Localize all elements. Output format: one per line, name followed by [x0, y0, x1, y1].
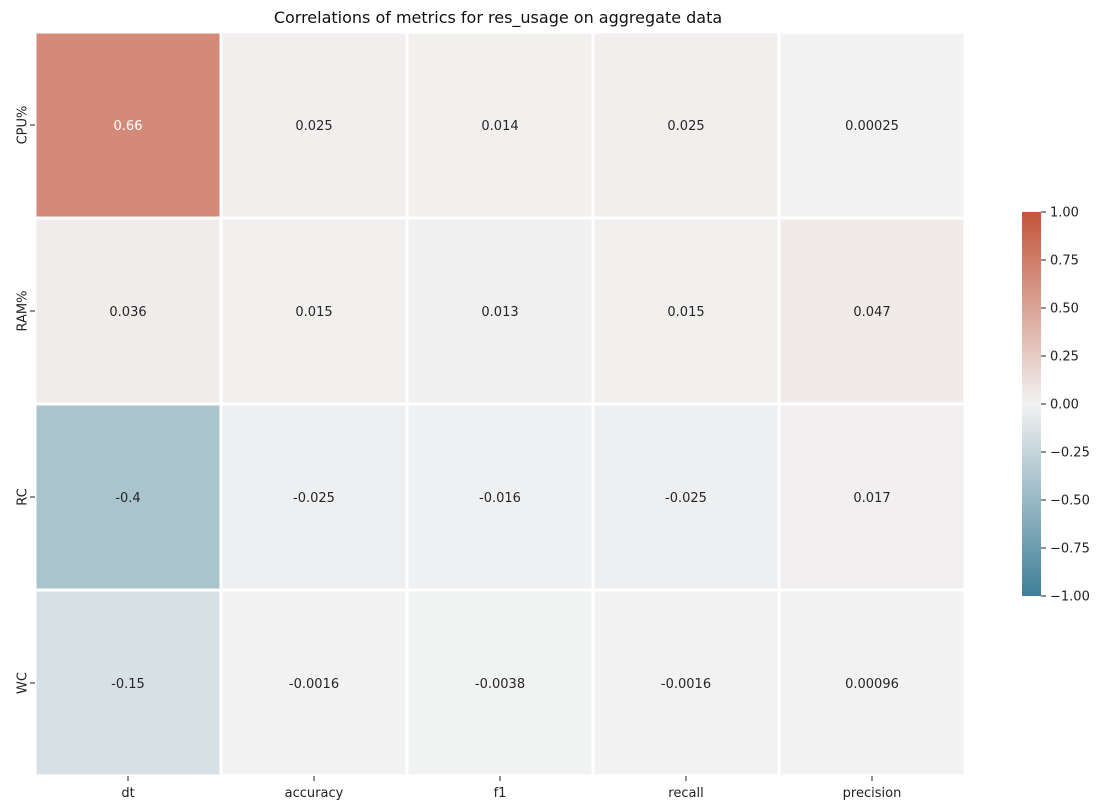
- colorbar-tick-label: 0.25: [1050, 350, 1079, 365]
- cell-value-label: 0.00025: [845, 119, 899, 134]
- heatmap-cell: [591, 588, 781, 778]
- y-tick-label: RAM%: [16, 291, 31, 332]
- y-tick-label: WC: [16, 672, 31, 694]
- x-axis-ticks: dt accuracy f1 recall precision: [121, 776, 901, 801]
- cell-value-label: -0.016: [479, 491, 521, 506]
- y-tick-label: CPU%: [16, 106, 31, 145]
- heatmap-cell: [219, 402, 409, 592]
- heatmap-cell: [777, 216, 967, 406]
- colorbar-tick-label: −1.00: [1050, 590, 1090, 605]
- heatmap-cell: [591, 402, 781, 592]
- heatmap-cell: [777, 588, 967, 778]
- cell-value-label: 0.015: [295, 305, 332, 320]
- heatmap-cell: [219, 588, 409, 778]
- colorbar-tick-label: −0.75: [1050, 542, 1090, 557]
- cell-value-label: 0.66: [114, 119, 143, 134]
- x-tick-label: recall: [668, 786, 703, 801]
- cell-value-label: -0.0016: [661, 677, 711, 692]
- x-tick-label: f1: [494, 786, 507, 801]
- cell-value-label: 0.014: [481, 119, 518, 134]
- cell-value-label: 0.047: [853, 305, 890, 320]
- colorbar-tick-label: −0.50: [1050, 494, 1090, 509]
- heatmap-cell: [405, 216, 595, 406]
- heatmap-cell: [405, 588, 595, 778]
- colorbar-tick-label: 0.75: [1050, 254, 1079, 269]
- cell-value-label: 0.036: [109, 305, 146, 320]
- x-tick-label: accuracy: [285, 786, 344, 801]
- x-tick-label: dt: [121, 786, 134, 801]
- cell-value-label: -0.0038: [475, 677, 525, 692]
- cell-value-label: -0.0016: [289, 677, 339, 692]
- heatmap-cell: [219, 30, 409, 220]
- cell-value-label: 0.015: [667, 305, 704, 320]
- cell-value-label: 0.025: [667, 119, 704, 134]
- colorbar-tick-label: 1.00: [1050, 206, 1079, 221]
- colorbar-tick-label: 0.50: [1050, 302, 1079, 317]
- heatmap-cell: [33, 30, 223, 220]
- heatmap-cell: [405, 30, 595, 220]
- cell-value-label: 0.025: [295, 119, 332, 134]
- cell-value-label: -0.4: [115, 491, 140, 506]
- colorbar-gradient: [1022, 212, 1041, 596]
- cell-value-label: -0.15: [111, 677, 145, 692]
- y-tick-label: RC: [16, 488, 31, 505]
- chart-title: Correlations of metrics for res_usage on…: [274, 8, 722, 28]
- cell-value-label: 0.00096: [845, 677, 899, 692]
- y-axis-ticks: CPU% RAM% RC WC: [16, 106, 35, 694]
- colorbar-tick-label: −0.25: [1050, 446, 1090, 461]
- cell-value-label: -0.025: [293, 491, 335, 506]
- cell-value-label: -0.025: [665, 491, 707, 506]
- colorbar-tick-label: 0.00: [1050, 398, 1079, 413]
- heatmap-cells: 0.66 0.025 0.014 0.025 0.00025 0.036 0.015 0.01…: [33, 30, 967, 778]
- cell-value-label: 0.017: [853, 491, 890, 506]
- x-tick-label: precision: [843, 786, 902, 801]
- cell-value-label: 0.013: [481, 305, 518, 320]
- colorbar: 1.00 0.75 0.50 0.25 0.00 −0.25 −0.50 −0.75 −1.00: [1022, 206, 1090, 605]
